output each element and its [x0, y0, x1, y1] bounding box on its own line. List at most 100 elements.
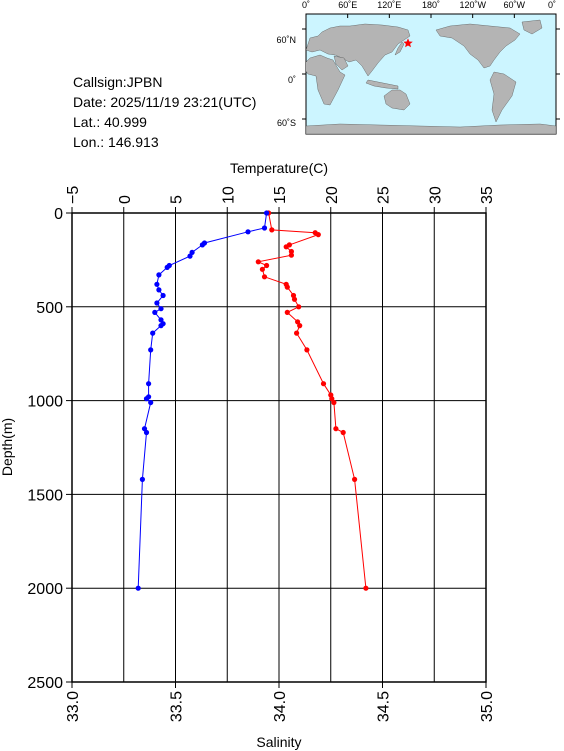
temperature-tick-label: 15	[272, 186, 289, 204]
temperature-data-point	[291, 296, 298, 302]
land-eurasia	[306, 23, 411, 77]
temperature-tick-label: 5	[169, 195, 186, 204]
temperature-data-point	[259, 266, 265, 272]
depth-tick-label: 1500	[27, 487, 63, 504]
salinity-data-point	[152, 309, 158, 315]
salinity-data-point	[154, 281, 160, 287]
salinity-data-point	[261, 225, 268, 231]
land-arabia	[333, 55, 349, 71]
depth-tick-label: 500	[36, 300, 63, 317]
temperature-tick-label: −5	[65, 186, 82, 204]
temperature-axis: −5 0 5 10 15 20 25 30 35	[65, 186, 496, 213]
temperature-data-point	[297, 323, 303, 329]
salinity-data-point	[160, 292, 166, 299]
temperature-tick-label: 10	[220, 186, 237, 204]
temperature-data-point	[304, 347, 310, 353]
land-indonesia	[365, 79, 399, 90]
salinity-data-point	[199, 242, 205, 248]
latitude-text: Lat.: 40.999	[73, 114, 147, 130]
salinity-axis-title: Salinity	[256, 734, 301, 750]
map-label-60w: 60˚W	[504, 0, 526, 10]
salinity-data-point	[150, 330, 156, 336]
map-label-60n: 60˚N	[276, 35, 296, 45]
temperature-data-point	[261, 274, 268, 280]
cast-location-star-icon	[403, 38, 413, 48]
salinity-data-point	[187, 253, 193, 259]
map-label-60e: 60˚E	[338, 0, 357, 10]
temperature-data-point	[264, 262, 270, 269]
salinity-tick-label: 34.5	[376, 691, 393, 722]
depth-tick-label: 2500	[27, 675, 63, 692]
temperature-data-point	[363, 585, 369, 591]
salinity-tick-label: 34.0	[272, 691, 289, 722]
map-label-0: 0˚	[302, 0, 310, 10]
temperature-data-point	[340, 429, 346, 436]
temperature-data-point	[295, 319, 301, 325]
temperature-tick-label: 20	[324, 186, 341, 204]
profile-chart: −5 0 5 10 15 20 25 30 35 33.0 33.5 34.0 34.5 35.0 05…	[0, 160, 496, 750]
salinity-data-point	[264, 210, 270, 216]
salinity-data-point	[158, 323, 164, 329]
temperature-data-point	[315, 232, 321, 238]
temperature-data-point	[284, 309, 290, 315]
salinity-data-point	[143, 429, 150, 436]
depth-tick-label: 1000	[27, 394, 63, 411]
temperature-tick-label: 35	[479, 186, 496, 204]
temperature-tick-label: 30	[427, 186, 444, 204]
depth-tick-label: 0	[54, 206, 63, 223]
salinity-tick-label: 35.0	[479, 691, 496, 722]
salinity-data-point	[148, 399, 154, 406]
cast-info: Callsign:JPBN Date: 2025/11/19 23:21(UTC…	[73, 74, 256, 150]
salinity-tick-label: 33.5	[169, 691, 186, 722]
depth-axis-title: Depth(m)	[0, 418, 15, 476]
temperature-tick-label: 25	[376, 186, 393, 204]
salinity-data-point	[158, 306, 164, 312]
date-text: Date: 2025/11/19 23:21(UTC)	[73, 94, 256, 110]
profile-series	[135, 210, 369, 591]
temperature-data-point	[296, 304, 302, 310]
map-label-120w: 120˚W	[459, 0, 486, 10]
salinity-data-point	[135, 585, 141, 591]
salinity-data-point	[158, 317, 164, 323]
salinity-data-point	[156, 287, 162, 293]
map-label-60s: 60˚S	[277, 118, 296, 128]
map-label-180: 180˚	[422, 0, 440, 10]
map-label-0-end: 0˚	[548, 0, 556, 10]
land-africa	[306, 54, 346, 106]
temperature-data-point	[294, 330, 300, 336]
salinity-axis: 33.0 33.5 34.0 34.5 35.0	[65, 682, 496, 722]
temperature-data-point	[320, 381, 327, 387]
location-map: 0˚ 60˚E 120˚E 180˚ 120˚W 60˚W 0˚ 60˚N 0˚…	[276, 0, 560, 135]
temperature-data-point	[331, 399, 337, 406]
temperature-tick-label: 0	[117, 195, 134, 204]
depth-tick-label: 2000	[27, 581, 63, 598]
longitude-text: Lon.: 146.913	[73, 134, 159, 150]
land-antarctica	[306, 123, 556, 134]
map-landmasses	[306, 19, 556, 134]
salinity-tick-label: 33.0	[65, 691, 82, 722]
depth-axis: 0 500 1000 1500 2000 2500	[27, 206, 72, 692]
map-graticule	[302, 14, 560, 120]
land-australia	[383, 89, 411, 111]
temperature-data-point	[269, 227, 275, 233]
salinity-data-point	[143, 396, 150, 402]
land-japan	[394, 41, 405, 56]
salinity-data-point	[156, 272, 162, 278]
salinity-data-point	[164, 264, 170, 270]
map-label-equator: 0˚	[288, 75, 296, 85]
temperature-data-point	[329, 396, 335, 402]
salinity-data-point	[148, 347, 154, 353]
land-greenland	[521, 19, 543, 35]
salinity-data-point	[245, 229, 251, 235]
map-label-120e: 120˚E	[377, 0, 401, 10]
land-south-america	[489, 71, 517, 123]
salinity-data-point	[146, 381, 152, 387]
temperature-data-point	[255, 259, 261, 265]
land-north-america	[435, 23, 521, 69]
salinity-data-point	[139, 476, 145, 482]
temperature-data-point	[352, 476, 358, 482]
temperature-data-point	[284, 284, 290, 290]
callsign-text: Callsign:JPBN	[73, 74, 162, 90]
temperature-axis-title: Temperature(C)	[230, 160, 328, 176]
